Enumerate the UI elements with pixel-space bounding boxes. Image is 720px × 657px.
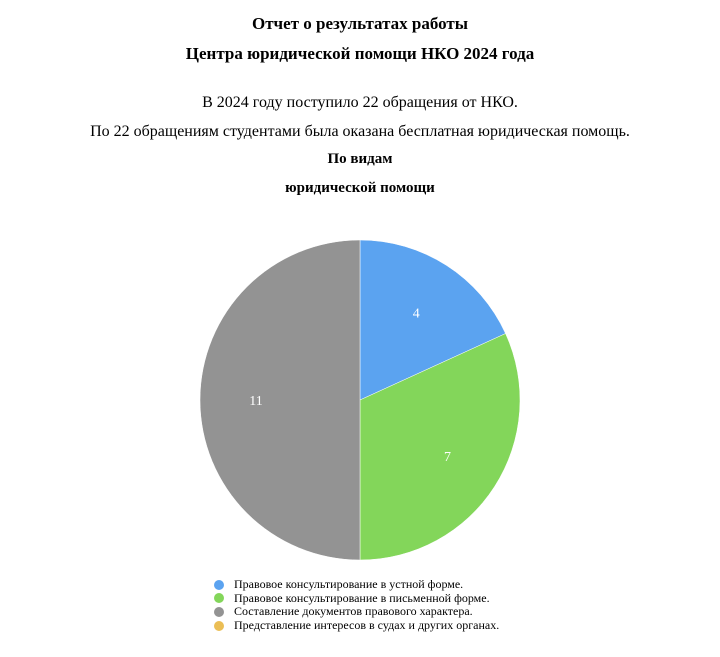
chart-title-line2: юридической помощи <box>285 180 435 196</box>
legend-item: Представление интересов в судах и других… <box>214 617 500 633</box>
legend-item: Правовое консультирование в письменной ф… <box>214 590 499 606</box>
legend-item: Правовое консультирование в устной форме… <box>214 577 499 592</box>
legend-label: Правовое консультирование в письменной ф… <box>234 590 490 605</box>
pie-slice <box>359 333 521 561</box>
pie-slice <box>199 239 361 561</box>
legend-label: Представление интересов в судах и других… <box>234 617 500 632</box>
summary-line2: По 22 обращениям студентами была оказана… <box>90 123 630 140</box>
legend-swatch <box>214 579 224 590</box>
report-title-line1: Отчет о результатах работы <box>251 14 469 33</box>
legend-swatch <box>214 593 224 604</box>
legend-label: Составление документов правового характе… <box>234 604 473 619</box>
slice-value-label: 11 <box>249 394 262 409</box>
legend: Правовое консультирование в устной форме… <box>214 577 500 633</box>
legend-swatch <box>214 606 224 617</box>
slice-value-label: 4 <box>413 307 420 322</box>
chart-title-line1: По видам <box>327 151 393 167</box>
legend-label: Правовое консультирование в устной форме… <box>234 577 464 591</box>
summary-line1: В 2024 году поступило 22 обращения от НК… <box>202 94 518 111</box>
slice-value-label: 7 <box>444 450 451 465</box>
legend-item: Составление документов правового характе… <box>214 605 499 619</box>
legend-swatch <box>214 620 224 631</box>
report-title-line2: Центра юридической помощи НКО 2024 года <box>185 44 535 63</box>
pie-slice <box>359 239 506 401</box>
